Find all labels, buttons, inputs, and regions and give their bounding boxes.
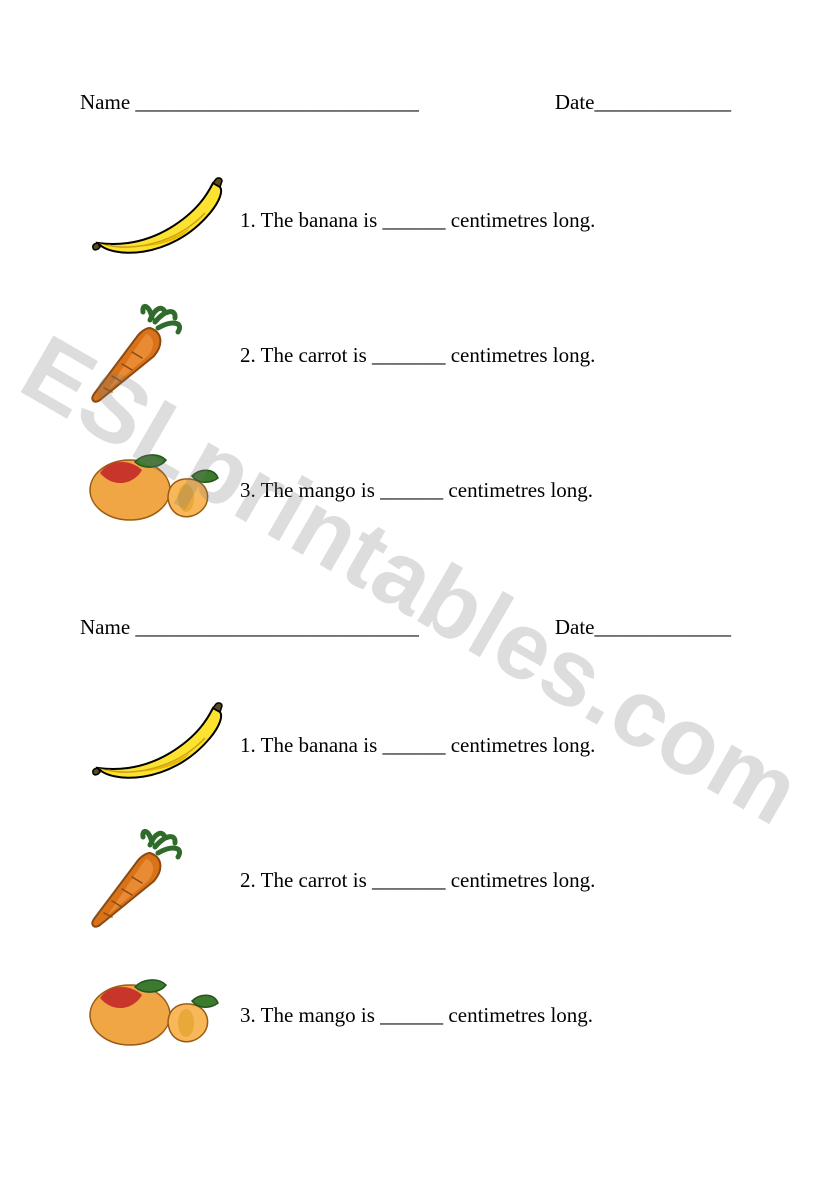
question-text: 1. The banana is ______ centimetres long… [240,208,595,233]
question-text: 2. The carrot is _______ centimetres lon… [240,343,595,368]
question-row: 1. The banana is ______ centimetres long… [80,695,741,795]
question-row: 2. The carrot is _______ centimetres lon… [80,825,741,935]
date-field-label: Date_____________ [555,615,731,640]
name-field-label: Name ___________________________ [80,615,419,640]
question-row: 3. The mango is ______ centimetres long. [80,440,741,540]
header-row: Name ___________________________ Date___… [80,90,741,115]
name-field-label: Name ___________________________ [80,90,419,115]
question-row: 2. The carrot is _______ centimetres lon… [80,300,741,410]
question-row: 1. The banana is ______ centimetres long… [80,170,741,270]
worksheet-page: Name ___________________________ Date___… [0,0,821,1180]
question-text: 1. The banana is ______ centimetres long… [240,733,595,758]
header-row: Name ___________________________ Date___… [80,615,741,640]
question-text: 2. The carrot is _______ centimetres lon… [240,868,595,893]
worksheet-section: Name ___________________________ Date___… [80,615,741,1065]
question-text: 3. The mango is ______ centimetres long. [240,478,593,503]
date-field-label: Date_____________ [555,90,731,115]
carrot-icon [80,825,240,935]
mango-icon [80,973,240,1058]
carrot-icon [80,300,240,410]
worksheet-section: Name ___________________________ Date___… [80,90,741,540]
mango-icon [80,448,240,533]
question-text: 3. The mango is ______ centimetres long. [240,1003,593,1028]
banana-icon [80,698,240,793]
banana-icon [80,173,240,268]
question-row: 3. The mango is ______ centimetres long. [80,965,741,1065]
